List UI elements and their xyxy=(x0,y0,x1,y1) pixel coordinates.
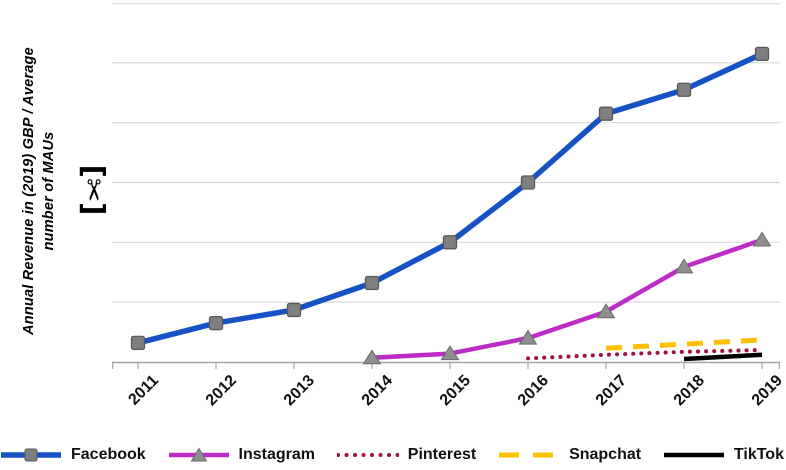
x-axis-label-2018: 2018 xyxy=(670,372,709,410)
legend-label: Snapchat xyxy=(569,446,642,463)
tiktok-line xyxy=(683,352,763,362)
legend: Facebook Instagram Pinterest Snapchat TikTok xyxy=(0,441,784,469)
facebook-legend-line-icon xyxy=(1,448,61,462)
legend-label: Instagram xyxy=(238,446,315,463)
legend-item-facebook: Facebook xyxy=(0,446,146,464)
plot-area xyxy=(112,3,780,371)
legend-item-pinterest: Pinterest xyxy=(336,446,477,464)
legend-item-snapchat: Snapchat xyxy=(498,446,641,464)
x-axis-label-2014: 2014 xyxy=(358,372,397,410)
x-axis-labels: 2011 2012 2013 2014 2015 2016 2017 2018 2019 xyxy=(0,372,786,417)
facebook-marker-square xyxy=(676,82,692,97)
legend-marker-triangle xyxy=(190,447,207,462)
instagram-marker-triangle xyxy=(518,329,538,345)
facebook-marker-square xyxy=(364,275,380,291)
instagram-marker-triangle xyxy=(362,349,382,365)
snapchat-legend-line-icon xyxy=(499,452,559,458)
legend-label: Pinterest xyxy=(407,446,477,463)
instagram-legend-line-icon xyxy=(168,447,229,462)
facebook-line xyxy=(137,51,764,346)
instagram-marker-triangle xyxy=(674,258,694,274)
facebook-marker-square xyxy=(754,46,770,62)
y-axis-title-line1: Annual Revenue in (2019) GBP / Average xyxy=(21,47,37,335)
facebook-marker-square xyxy=(208,315,224,331)
plot-svg xyxy=(112,3,780,369)
x-axis-label-2017: 2017 xyxy=(592,372,631,410)
legend-item-tiktok: TikTok xyxy=(663,446,784,464)
axis-break-scissors-icon: [✂] xyxy=(76,164,111,216)
x-axis-label-2011: 2011 xyxy=(125,372,163,409)
x-axis-label-2013: 2013 xyxy=(280,372,319,410)
y-axis-title: Annual Revenue in (2019) GBP / Average n… xyxy=(19,0,61,411)
pinterest-legend-line-icon xyxy=(336,453,399,457)
facebook-marker-square xyxy=(598,106,614,121)
instagram-marker-triangle xyxy=(440,345,460,361)
legend-item-instagram: Instagram xyxy=(168,446,315,464)
x-axis-label-2019: 2019 xyxy=(748,372,786,410)
facebook-marker-square xyxy=(286,302,302,318)
y-axis-title-line2: number of MAUs xyxy=(41,131,57,251)
x-axis-label-2012: 2012 xyxy=(202,372,241,410)
pinterest-line xyxy=(526,348,764,361)
facebook-marker-square xyxy=(442,235,458,250)
legend-label: Facebook xyxy=(71,446,146,463)
tiktok-legend-line-icon xyxy=(663,452,724,458)
legend-marker-square xyxy=(24,448,38,462)
snapchat-line xyxy=(605,337,763,351)
facebook-marker-square xyxy=(130,335,146,351)
x-axis-label-2015: 2015 xyxy=(436,372,475,410)
instagram-marker-triangle xyxy=(752,231,772,247)
instagram-line xyxy=(371,237,763,361)
x-axis-label-2016: 2016 xyxy=(514,372,553,410)
instagram-marker-triangle xyxy=(596,303,616,319)
legend-label: TikTok xyxy=(733,446,784,463)
facebook-marker-square xyxy=(520,175,536,190)
